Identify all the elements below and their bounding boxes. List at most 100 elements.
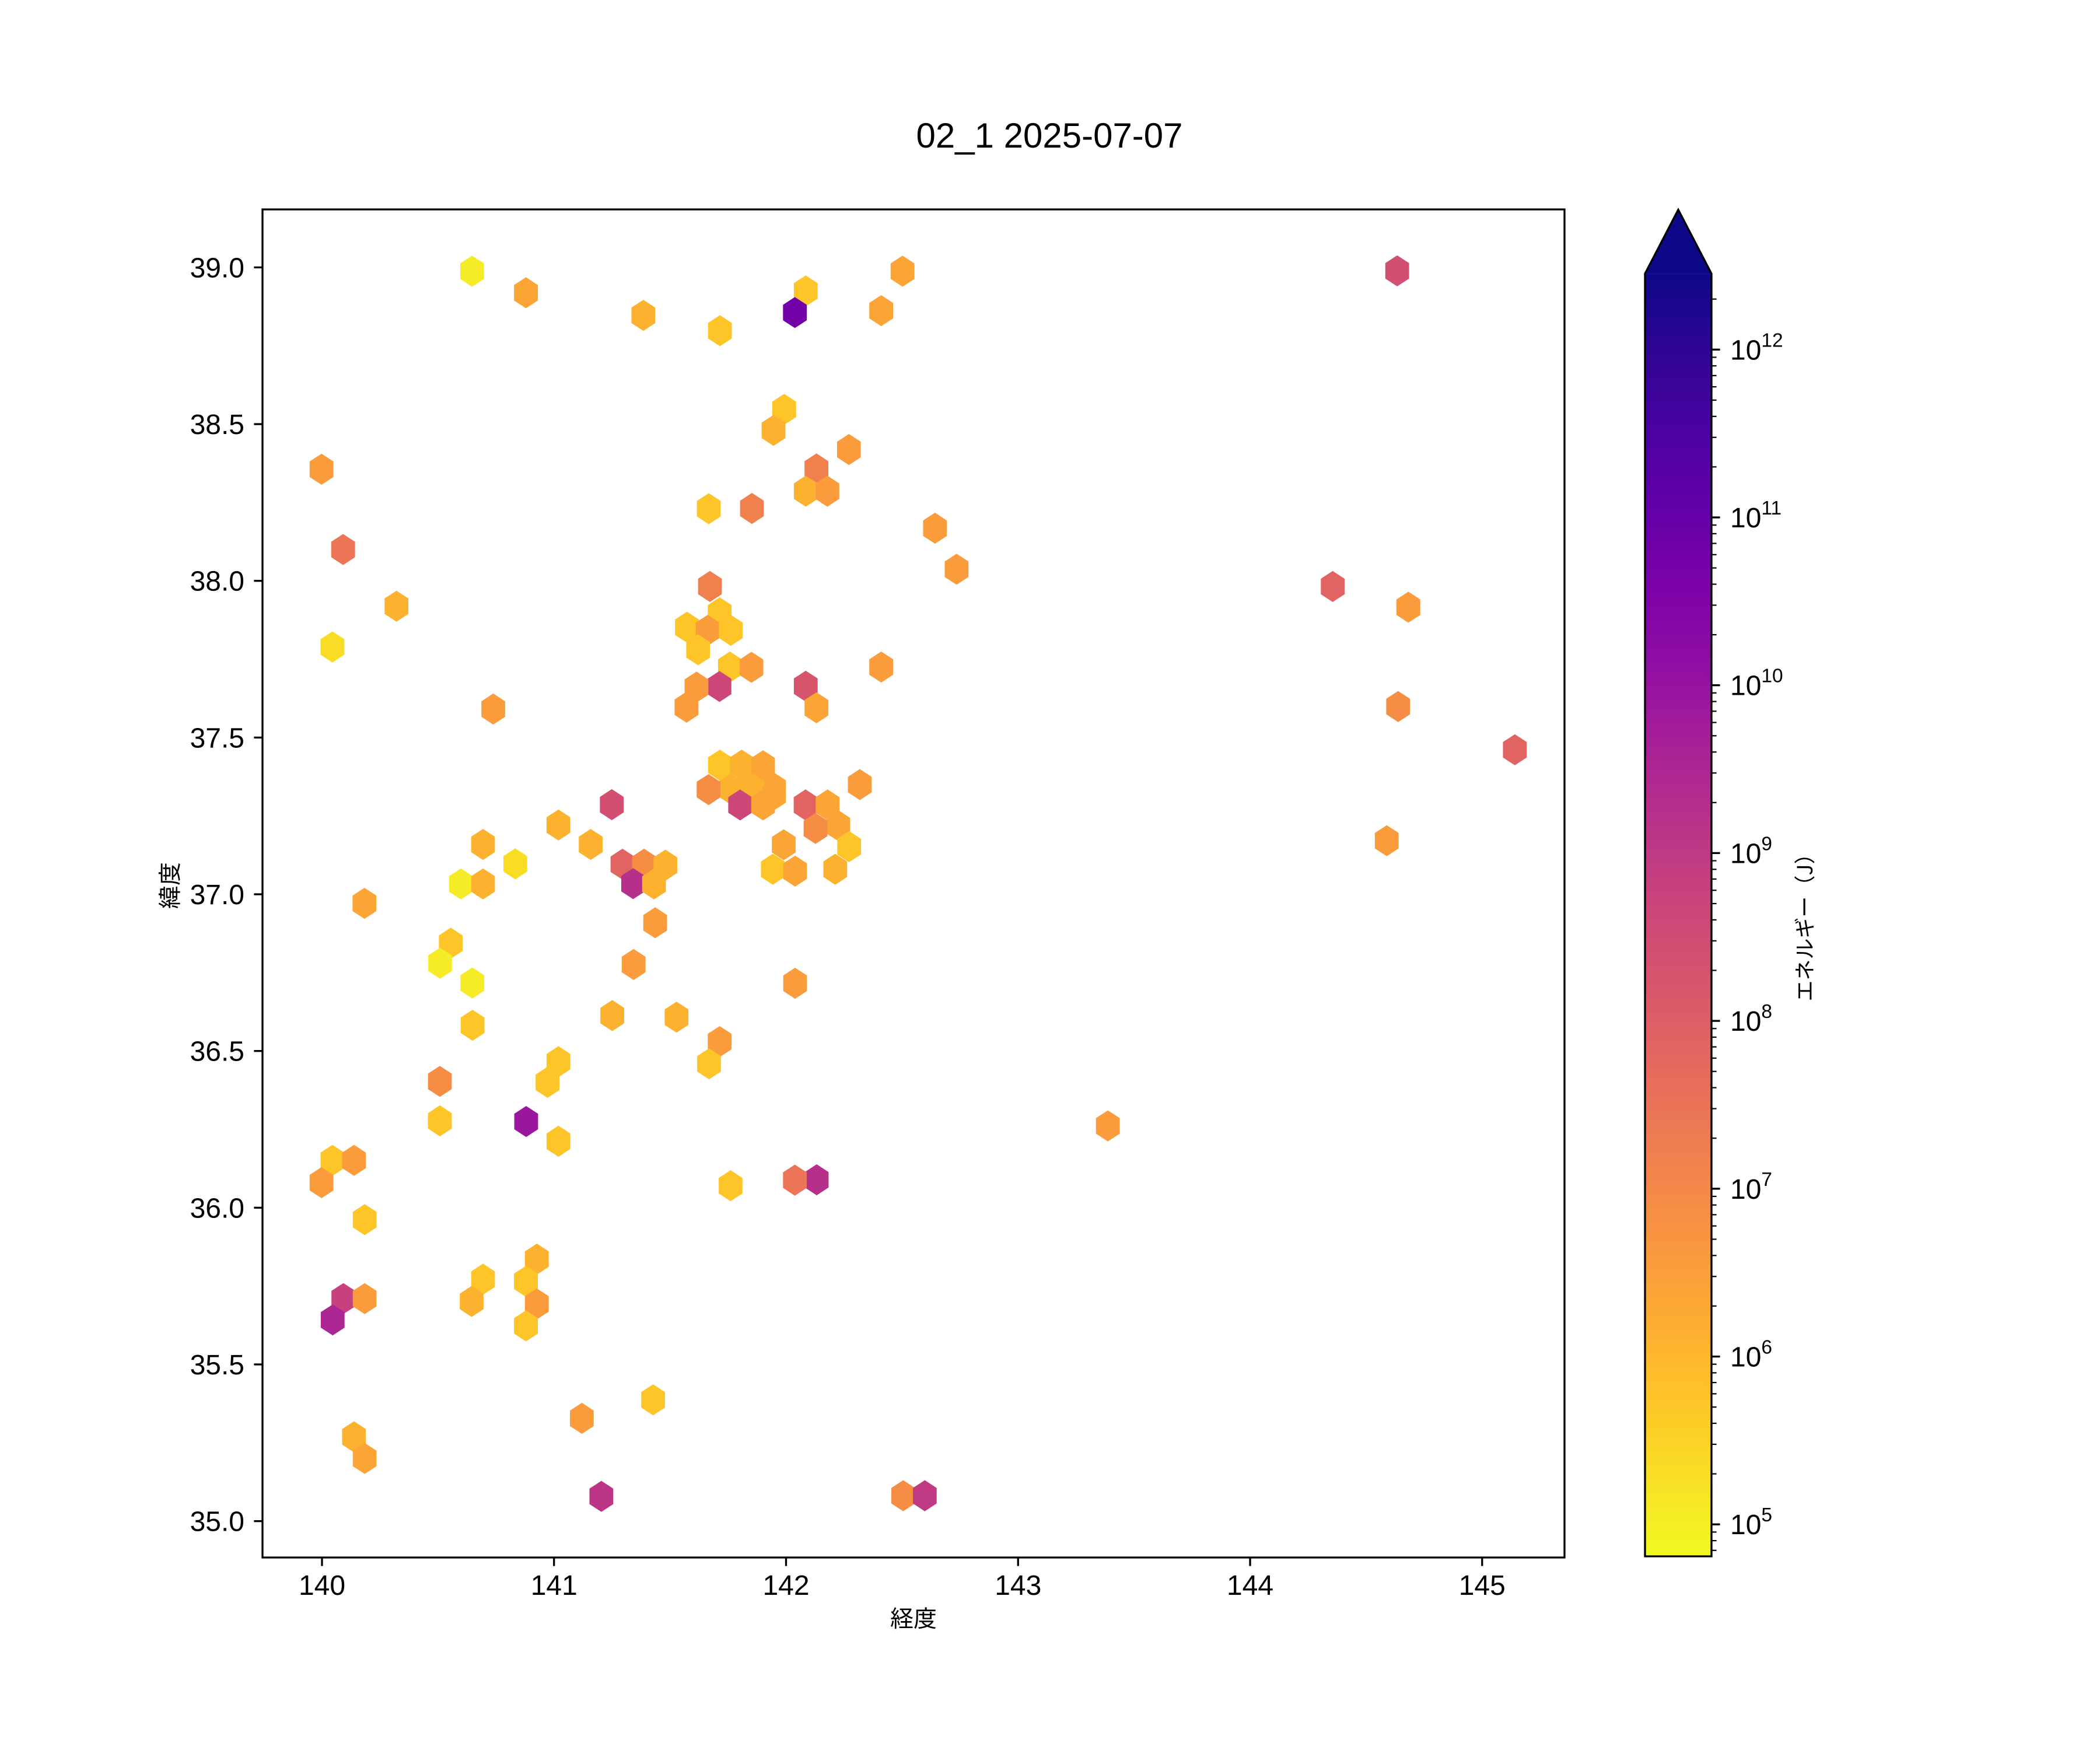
- colorbar-tick-label: 1010: [1730, 666, 1783, 702]
- hex-marker: [471, 1264, 495, 1295]
- hex-marker: [514, 277, 538, 309]
- y-axis-label-wrap: [158, 863, 180, 908]
- hex-marker: [642, 868, 666, 900]
- hex-marker: [514, 1266, 538, 1297]
- hex-marker: [826, 810, 850, 841]
- x-axis-label: [891, 1607, 936, 1629]
- colorbar-outline: [1644, 207, 1713, 1558]
- hex-marker: [331, 1283, 355, 1314]
- hex-marker: [740, 493, 764, 524]
- axes-layer: 140 141 142 143 144 145 35.0 35.5 36.0 36.5 37.0 37…: [158, 208, 1566, 1629]
- hex-marker: [923, 512, 947, 544]
- glyph-緯: [158, 886, 180, 908]
- hex-marker: [708, 671, 732, 702]
- hex-marker: [449, 868, 473, 900]
- hex-marker: [546, 809, 570, 841]
- hex-marker: [719, 615, 743, 646]
- hex-marker: [783, 297, 807, 328]
- colorbar-tick-label: 107: [1730, 1169, 1772, 1205]
- hex-marker: [664, 1002, 689, 1033]
- hex-marker: [342, 1421, 366, 1452]
- hex-marker: [352, 1443, 377, 1474]
- hex-marker: [1503, 734, 1527, 765]
- y-axis-tick-label: 35.5: [190, 1350, 244, 1381]
- hex-marker: [890, 256, 915, 287]
- hex-marker: [460, 1010, 485, 1041]
- y-axis-label: [158, 863, 180, 908]
- hex-marker: [579, 829, 603, 860]
- glyph-エ: [1798, 982, 1812, 1000]
- hex-marker: [804, 692, 828, 723]
- hex-marker: [524, 1243, 549, 1275]
- hex-marker: [643, 907, 667, 939]
- x-axis-tick-label: 141: [531, 1570, 578, 1601]
- hex-marker: [793, 275, 818, 307]
- hex-marker: [836, 434, 861, 466]
- hex-marker: [869, 651, 893, 683]
- hex-marker: [793, 475, 818, 507]
- hex-marker: [503, 848, 527, 880]
- hex-marker: [428, 1066, 452, 1097]
- hex-marker: [848, 769, 872, 800]
- hex-marker: [783, 1164, 807, 1196]
- hex-marker: [524, 1288, 549, 1320]
- hex-marker: [803, 813, 828, 844]
- glyph-ー: [1803, 898, 1805, 915]
- glyph-）: [1794, 858, 1815, 863]
- colorbar-tick-label: 105: [1730, 1504, 1772, 1541]
- colorbar-tick-exponent: 8: [1761, 1001, 1772, 1023]
- hex-marker: [546, 1125, 570, 1157]
- hex-marker: [631, 300, 656, 331]
- hex-marker: [514, 1310, 538, 1342]
- glyph-ギ: [1794, 918, 1814, 937]
- hex-marker: [783, 968, 807, 999]
- glyph-度: [914, 1607, 936, 1629]
- hex-marker: [761, 415, 786, 446]
- colorbar-tick-label: 1012: [1730, 330, 1783, 366]
- glyph-J: [1797, 866, 1813, 875]
- colorbar-tick-label: 108: [1730, 1001, 1772, 1037]
- hex-marker: [719, 1170, 743, 1202]
- hex-marker: [309, 453, 334, 485]
- hex-marker: [751, 789, 775, 821]
- hex-marker: [837, 831, 862, 862]
- colorbar-tick-label: 106: [1730, 1337, 1772, 1373]
- colorbar-tick-exponent: 10: [1761, 666, 1783, 687]
- hex-marker: [331, 534, 355, 565]
- hex-marker: [621, 868, 645, 900]
- colorbar-tick-exponent: 12: [1761, 330, 1783, 351]
- hex-marker: [698, 570, 722, 602]
- hex-marker: [804, 1164, 829, 1196]
- colorbar-tick-exponent: 5: [1761, 1504, 1772, 1526]
- x-axis-label-wrap: [891, 1607, 936, 1629]
- colorbar-tick-exponent: 6: [1761, 1337, 1772, 1359]
- glyph-（: [1794, 876, 1815, 882]
- hex-marker: [309, 1167, 334, 1198]
- hex-marker: [708, 315, 732, 346]
- hex-marker: [869, 295, 893, 327]
- plot-title: 02_1 2025-07-07: [916, 116, 1182, 155]
- hex-marker: [772, 394, 796, 425]
- hex-marker: [804, 453, 828, 485]
- hex-marker: [481, 693, 505, 725]
- hex-marker: [546, 1046, 570, 1077]
- hex-marker: [1374, 825, 1399, 856]
- hex-marker: [428, 947, 452, 979]
- glyph-ネ: [1796, 961, 1814, 979]
- hex-marker: [342, 1144, 366, 1176]
- hex-marker: [352, 1204, 377, 1236]
- hex-marker: [1096, 1110, 1120, 1142]
- y-axis-tick-label: 35.0: [190, 1507, 244, 1538]
- colorbar-label: [1794, 858, 1815, 1000]
- colorbar-tick-exponent: 9: [1761, 833, 1772, 855]
- hex-marker: [751, 750, 775, 782]
- hex-marker: [823, 853, 848, 885]
- glyph-経: [891, 1607, 913, 1629]
- y-axis-tick-label: 37.0: [190, 880, 244, 911]
- x-axis-tick-label: 145: [1459, 1570, 1506, 1601]
- x-axis-tick-label: 142: [762, 1570, 809, 1601]
- x-axis-tick-label: 144: [1227, 1570, 1273, 1601]
